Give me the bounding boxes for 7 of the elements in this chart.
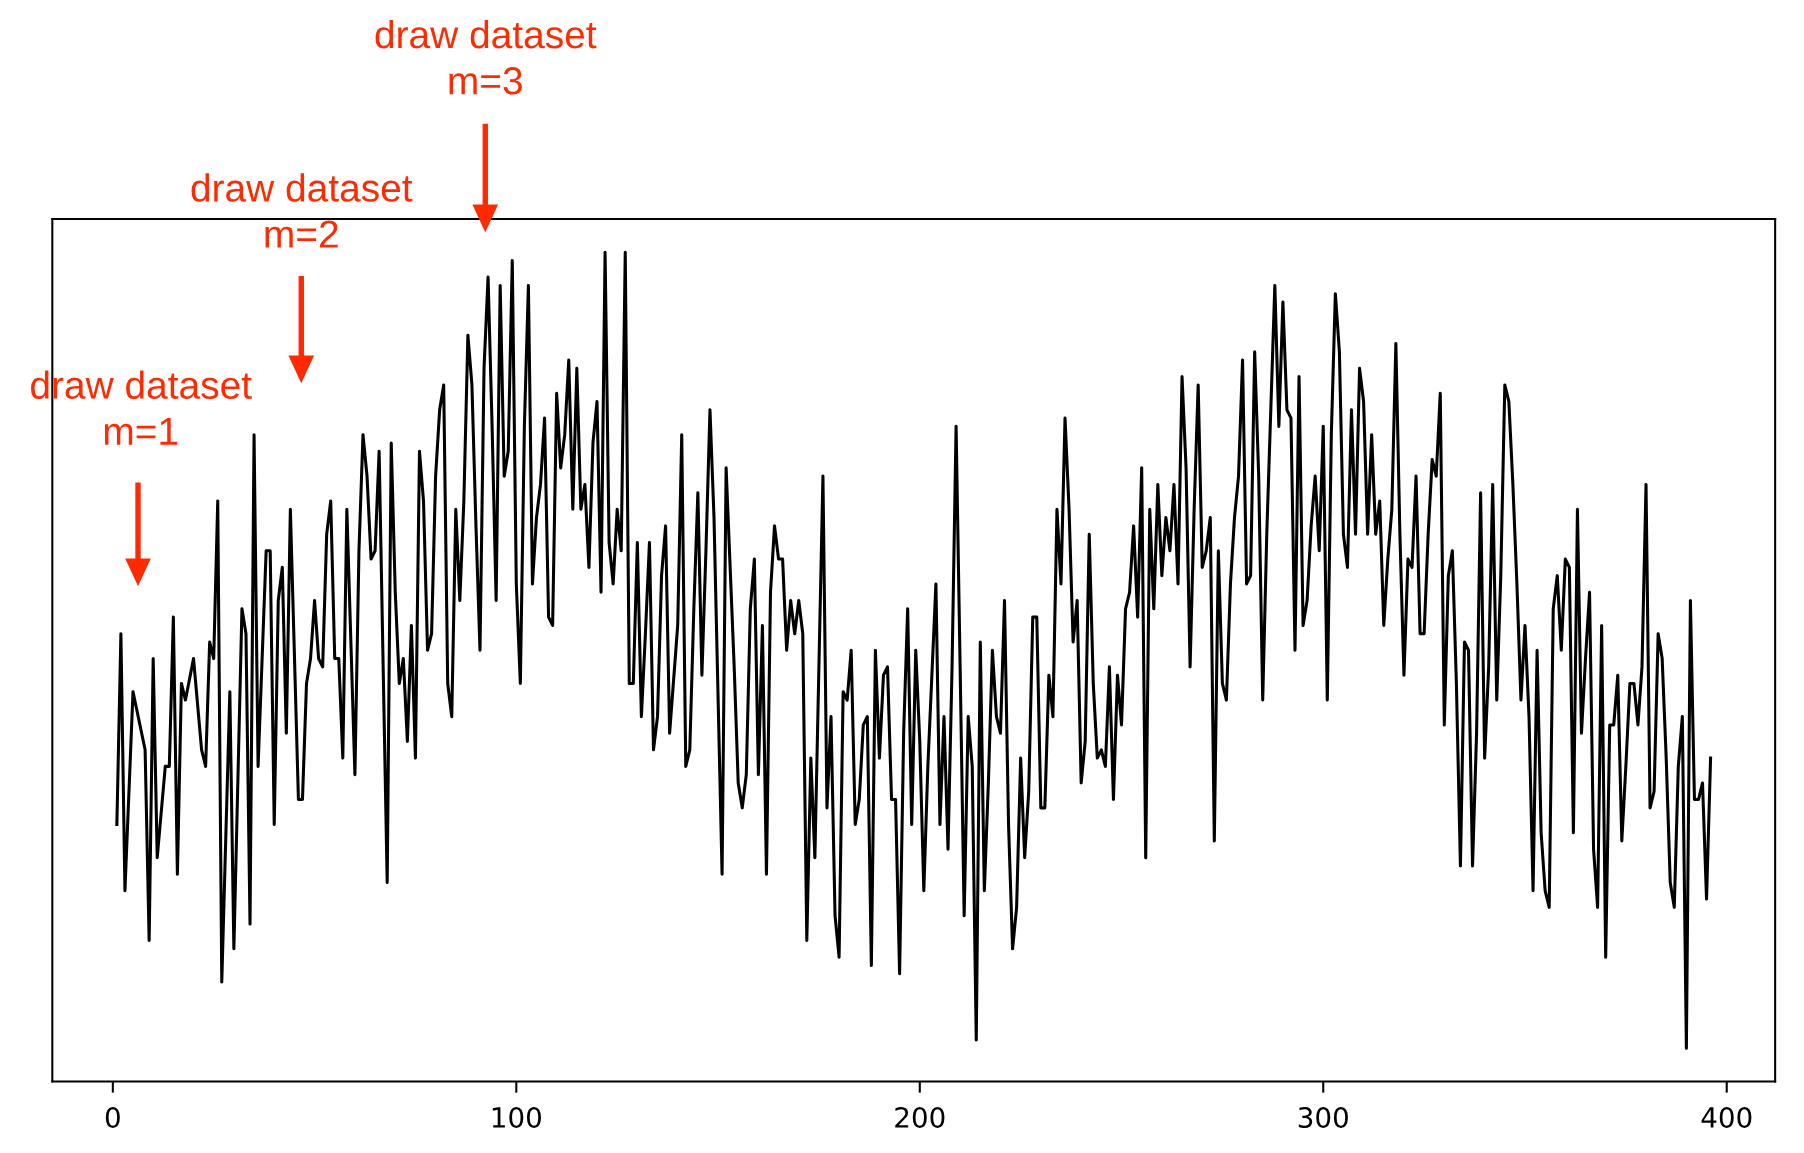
- text: draw dataset m=3: [375, 19, 597, 95]
- x-tick-label: 200: [895, 1107, 945, 1129]
- x-tick-label: 400: [1701, 1107, 1752, 1129]
- text: draw dataset m=2: [191, 173, 413, 248]
- x-tick-label: 0: [105, 1107, 120, 1129]
- x-tick-label: 100: [492, 1107, 541, 1129]
- x-tick-label: 300: [1298, 1107, 1348, 1129]
